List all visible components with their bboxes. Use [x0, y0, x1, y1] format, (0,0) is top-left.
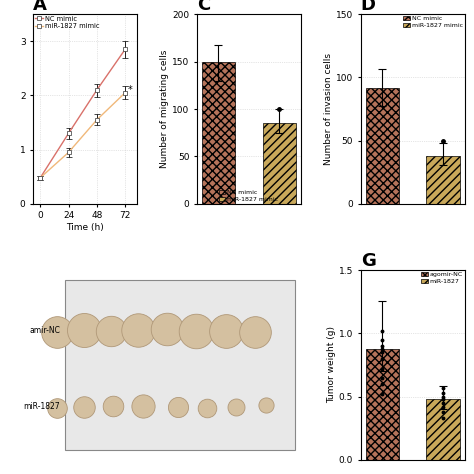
- Text: amir-NC: amir-NC: [29, 327, 60, 335]
- Text: D: D: [361, 0, 376, 14]
- Point: [109, 402, 117, 410]
- X-axis label: Time (h): Time (h): [66, 223, 104, 232]
- Point: [233, 404, 240, 411]
- Bar: [365, 348, 399, 460]
- Legend: NC mimic, miR-1827 mimic: NC mimic, miR-1827 mimic: [403, 16, 463, 28]
- Legend: agomir-NC, miR-1827: agomir-NC, miR-1827: [421, 272, 463, 284]
- Bar: [426, 399, 460, 460]
- Point: [174, 403, 182, 411]
- Point: [251, 328, 259, 336]
- Legend: NC mimic, miR-1827 mimic: NC mimic, miR-1827 mimic: [219, 190, 278, 202]
- Text: G: G: [361, 252, 376, 270]
- Legend: NC mimic, miR-1827 mimic: NC mimic, miR-1827 mimic: [35, 16, 99, 29]
- Point: [163, 325, 171, 333]
- Text: C: C: [197, 0, 210, 14]
- Point: [80, 403, 88, 410]
- Point: [203, 404, 211, 412]
- Bar: [365, 88, 399, 204]
- Y-axis label: Tumor weight (g): Tumor weight (g): [327, 327, 336, 403]
- Point: [192, 327, 200, 335]
- Y-axis label: Number of migrating cells: Number of migrating cells: [160, 50, 169, 168]
- Bar: [202, 62, 235, 204]
- Bar: [263, 123, 296, 204]
- Point: [262, 401, 270, 409]
- Point: [80, 326, 88, 334]
- Point: [134, 326, 141, 334]
- Text: A: A: [33, 0, 47, 14]
- Point: [54, 404, 61, 411]
- Text: *: *: [128, 85, 133, 95]
- Point: [139, 402, 146, 410]
- Bar: [426, 156, 460, 204]
- Point: [54, 328, 61, 336]
- FancyBboxPatch shape: [65, 280, 295, 450]
- Y-axis label: Number of invasion cells: Number of invasion cells: [324, 53, 333, 165]
- Point: [107, 327, 115, 335]
- Point: [222, 327, 229, 335]
- Text: miR-1827: miR-1827: [23, 402, 60, 411]
